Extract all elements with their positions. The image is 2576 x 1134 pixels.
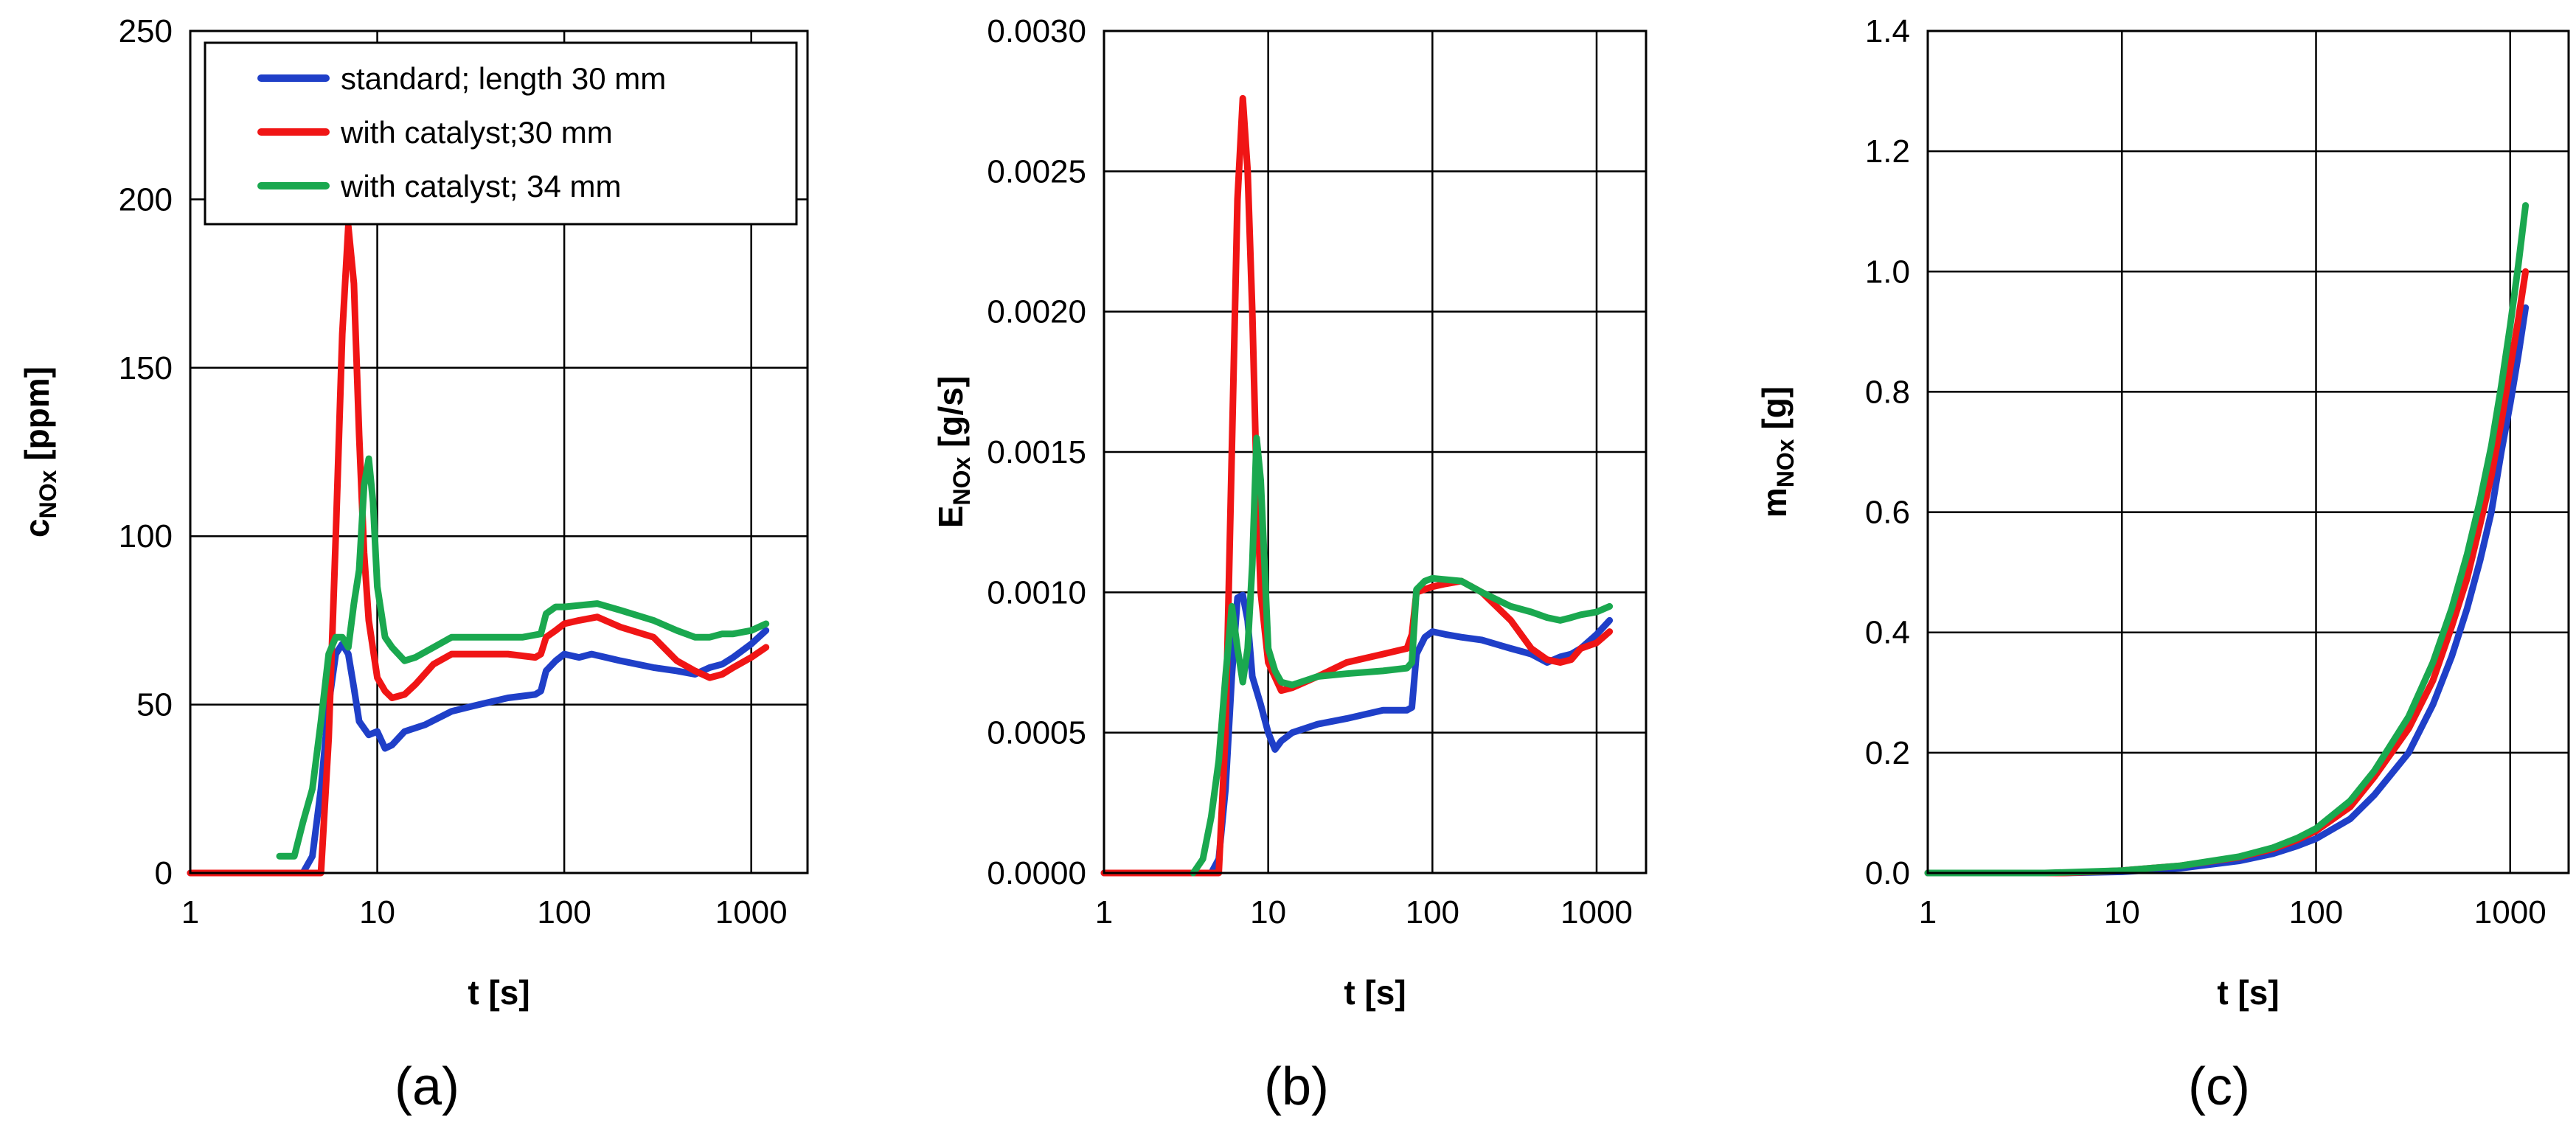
panel-b-x-ticks: 1 10 100 1000 (1095, 894, 1633, 930)
series-line-catalyst34 (1924, 202, 2530, 877)
panel-a-caption: (a) (395, 1057, 459, 1116)
y-tick-label: 0.0000 (987, 855, 1086, 891)
panel-a-y-axis-label: cNOx [ppm] (18, 366, 61, 538)
panel-b-y-axis-label: ENOx [g/s] (931, 376, 975, 528)
panel-b-y-ticks: 0.0000 0.0005 0.0010 0.0015 0.0020 0.0025 0.00… (987, 13, 1086, 891)
legend-label: with catalyst; 34 mm (340, 169, 621, 204)
panel-c-y-axis-label: mNOx [g] (1755, 386, 1799, 518)
panel-c-caption: (c) (2188, 1057, 2250, 1116)
y-label-main: E (931, 506, 970, 529)
panel-c-x-ticks: 1 10 100 1000 (1919, 894, 2547, 930)
y-tick-label: 0.8 (1865, 374, 1910, 410)
y-tick-label: 150 (119, 350, 173, 386)
series-line-standard (187, 627, 770, 877)
x-tick-label: 10 (359, 894, 395, 930)
y-tick-label: 0.6 (1865, 495, 1910, 531)
panel-a-x-axis-label: t [s] (468, 973, 530, 1012)
panel-b-series (1100, 94, 1614, 877)
legend-label: with catalyst;30 mm (340, 115, 613, 150)
panel-c-x-axis-label: t [s] (2217, 973, 2279, 1012)
legend-label: standard; length 30 mm (341, 61, 666, 96)
panel-c: 0.0 0.2 0.4 0.6 0.8 1.0 1.2 1.4 1 10 100 1000 mNOx… (1755, 13, 2570, 1116)
y-label-unit: [g/s] (931, 376, 970, 457)
x-tick-label: 1000 (715, 894, 788, 930)
x-tick-label: 100 (1406, 894, 1459, 930)
panel-a-y-ticks: 0 50 100 150 200 250 (119, 13, 173, 891)
x-tick-label: 1 (1095, 894, 1113, 930)
y-tick-label: 0.0020 (987, 294, 1086, 330)
panel-b: 0.0000 0.0005 0.0010 0.0015 0.0020 0.0025 0.00… (931, 13, 1648, 1116)
y-tick-label: 0.0005 (987, 715, 1086, 751)
legend-entry: standard; length 30 mm (257, 61, 666, 96)
y-label-main: m (1755, 487, 1794, 518)
y-tick-label: 0.0025 (987, 153, 1086, 189)
panel-c-series (1924, 202, 2530, 877)
y-tick-label: 0.0015 (987, 434, 1086, 470)
y-tick-label: 250 (119, 13, 173, 49)
legend: standard; length 30 mm with catalyst;30 … (204, 41, 798, 226)
x-tick-label: 1 (1919, 894, 1937, 930)
y-label-subscript: NOx (948, 457, 975, 506)
y-label-subscript: NOx (35, 470, 61, 518)
legend-entry: with catalyst;30 mm (257, 115, 613, 150)
y-label-unit: [g] (1755, 386, 1794, 439)
series-line-catalyst34 (276, 455, 770, 860)
y-tick-label: 200 (119, 181, 173, 218)
x-tick-label: 100 (537, 894, 591, 930)
x-tick-label: 10 (1250, 894, 1286, 930)
y-tick-label: 1.2 (1865, 133, 1910, 170)
x-tick-label: 1000 (1560, 894, 1633, 930)
y-tick-label: 0.0030 (987, 13, 1086, 49)
x-tick-label: 1000 (2474, 894, 2547, 930)
series-line-catalyst34 (1190, 434, 1614, 877)
y-tick-label: 0.0010 (987, 574, 1086, 611)
y-tick-label: 0.0 (1865, 855, 1910, 891)
panel-b-x-axis-label: t [s] (1344, 973, 1406, 1012)
y-tick-label: 1.0 (1865, 254, 1910, 290)
panel-b-caption: (b) (1264, 1057, 1329, 1116)
y-tick-label: 100 (119, 518, 173, 554)
y-tick-label: 1.4 (1865, 13, 1910, 49)
panel-c-frame (1926, 29, 2570, 874)
panel-b-frame (1103, 29, 1648, 874)
series-line-catalyst30 (187, 223, 770, 877)
panel-a-series (187, 223, 770, 877)
y-tick-label: 0.4 (1865, 615, 1910, 651)
x-tick-label: 10 (2104, 894, 2140, 930)
legend-entry: with catalyst; 34 mm (257, 169, 621, 204)
y-tick-label: 0.2 (1865, 735, 1910, 771)
y-label-main: c (18, 518, 56, 538)
x-tick-label: 1 (181, 894, 199, 930)
panel-a-frame (189, 29, 809, 874)
x-tick-label: 100 (2289, 894, 2343, 930)
y-tick-label: 50 (136, 687, 173, 723)
y-label-subscript: NOx (1772, 439, 1799, 487)
panel-a-x-ticks: 1 10 100 1000 (181, 894, 788, 930)
y-label-unit: [ppm] (18, 366, 56, 470)
panel-c-y-ticks: 0.0 0.2 0.4 0.6 0.8 1.0 1.2 1.4 (1865, 13, 1910, 891)
y-tick-label: 0 (155, 855, 173, 891)
series-line-catalyst30 (1100, 94, 1614, 877)
